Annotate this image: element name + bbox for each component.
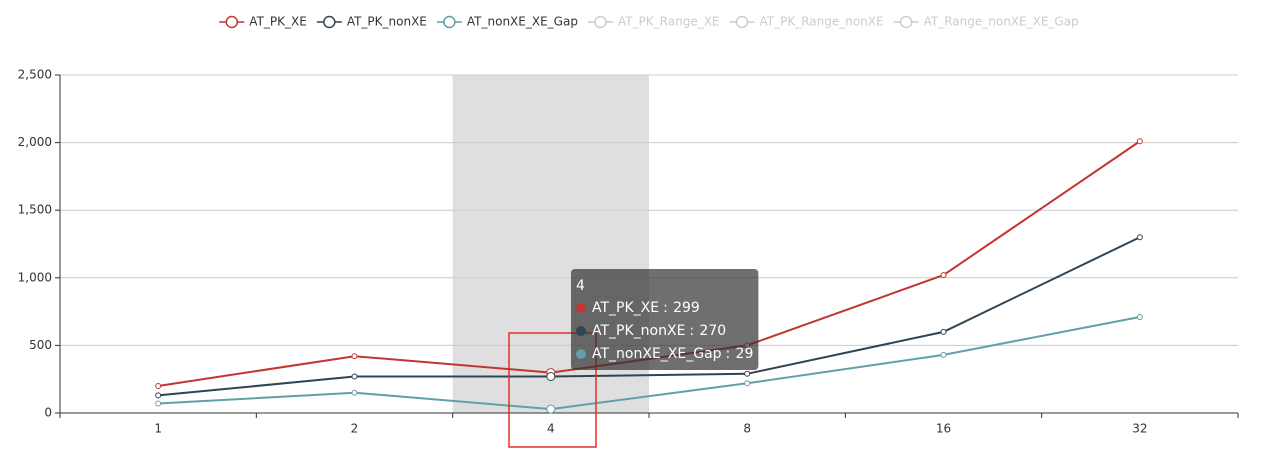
data-point[interactable] bbox=[744, 380, 751, 387]
tooltip-separator: : bbox=[726, 346, 731, 362]
highlight-box bbox=[508, 332, 597, 448]
legend-symbol bbox=[225, 15, 239, 29]
tooltip-separator: : bbox=[663, 300, 668, 316]
data-point[interactable] bbox=[546, 404, 556, 414]
tooltip-dot bbox=[576, 326, 586, 336]
data-point[interactable] bbox=[940, 272, 947, 279]
tooltip: 4AT_PK_XE:299AT_PK_nonXE:270AT_nonXE_XE_… bbox=[571, 269, 759, 370]
legend-symbol bbox=[323, 15, 336, 29]
tooltip-series-name: AT_PK_nonXE bbox=[592, 323, 685, 339]
legend-item[interactable]: AT_PK_Range_nonXE bbox=[729, 15, 884, 29]
tooltip-title: 4 bbox=[576, 278, 585, 294]
x-tick-label: 16 bbox=[936, 422, 951, 436]
legend-label: AT_PK_Range_XE bbox=[618, 15, 720, 29]
data-point[interactable] bbox=[155, 400, 162, 407]
tooltip-dot bbox=[576, 349, 586, 359]
legend-item[interactable]: AT_PK_nonXE bbox=[316, 15, 427, 29]
data-point[interactable] bbox=[351, 353, 358, 360]
tooltip-series-name: AT_PK_XE bbox=[592, 300, 659, 316]
tooltip-dot bbox=[576, 303, 586, 313]
y-tick-label: 0 bbox=[44, 406, 52, 420]
legend-item[interactable]: AT_nonXE_XE_Gap bbox=[436, 15, 578, 29]
legend-label: AT_PK_nonXE bbox=[347, 15, 427, 29]
y-tick-label: 500 bbox=[29, 338, 52, 352]
data-point[interactable] bbox=[1136, 314, 1143, 321]
y-tick-label: 1,500 bbox=[18, 203, 52, 217]
tooltip-value: 29 bbox=[736, 346, 754, 362]
tooltip-box bbox=[571, 269, 759, 370]
y-tick-label: 2,500 bbox=[18, 68, 52, 82]
data-point[interactable] bbox=[546, 371, 556, 381]
data-point[interactable] bbox=[155, 382, 162, 389]
legend-symbol bbox=[443, 15, 456, 29]
data-point[interactable] bbox=[940, 328, 947, 335]
legend[interactable]: AT_PK_XE AT_PK_nonXE AT_nonXE_XE_Gap AT_PK_… bbox=[219, 15, 1079, 29]
data-point[interactable] bbox=[940, 351, 947, 358]
legend-item[interactable]: AT_PK_Range_XE bbox=[587, 15, 720, 29]
legend-label: AT_PK_XE bbox=[249, 15, 307, 29]
legend-label: AT_nonXE_XE_Gap bbox=[467, 15, 578, 29]
data-point[interactable] bbox=[1136, 138, 1143, 145]
background-layer: 0 500 1,000 1,500 2,000 2,500 1 2 4 8 16 32 bbox=[18, 68, 1239, 436]
tooltip-separator: : bbox=[689, 323, 694, 339]
y-tick-label: 1,000 bbox=[18, 270, 52, 284]
data-point[interactable] bbox=[155, 392, 162, 399]
series-line bbox=[158, 236, 1141, 397]
y-tick-label: 2,000 bbox=[18, 135, 52, 149]
data-point[interactable] bbox=[351, 389, 358, 396]
data-point[interactable] bbox=[1136, 234, 1143, 241]
x-tick-label: 1 bbox=[154, 422, 162, 436]
x-tick-label: 32 bbox=[1132, 422, 1147, 436]
legend-label: AT_Range_nonXE_XE_Gap bbox=[924, 15, 1079, 29]
data-point[interactable] bbox=[351, 373, 358, 380]
tooltip-series-name: AT_nonXE_XE_Gap bbox=[592, 346, 722, 362]
tooltip-value: 270 bbox=[699, 323, 726, 339]
legend-label: AT_PK_Range_nonXE bbox=[760, 15, 884, 29]
x-tick-label: 4 bbox=[547, 422, 555, 436]
legend-symbol bbox=[735, 15, 749, 29]
legend-symbol bbox=[594, 15, 607, 29]
series-line bbox=[158, 316, 1141, 411]
legend-item[interactable]: AT_PK_XE bbox=[219, 15, 307, 29]
legend-symbol bbox=[899, 15, 913, 29]
tooltip-value: 299 bbox=[673, 300, 700, 316]
legend-item[interactable]: AT_Range_nonXE_XE_Gap bbox=[893, 15, 1079, 29]
data-point[interactable] bbox=[744, 370, 751, 377]
x-tick-label: 8 bbox=[743, 422, 751, 436]
x-tick-label: 2 bbox=[351, 422, 359, 436]
